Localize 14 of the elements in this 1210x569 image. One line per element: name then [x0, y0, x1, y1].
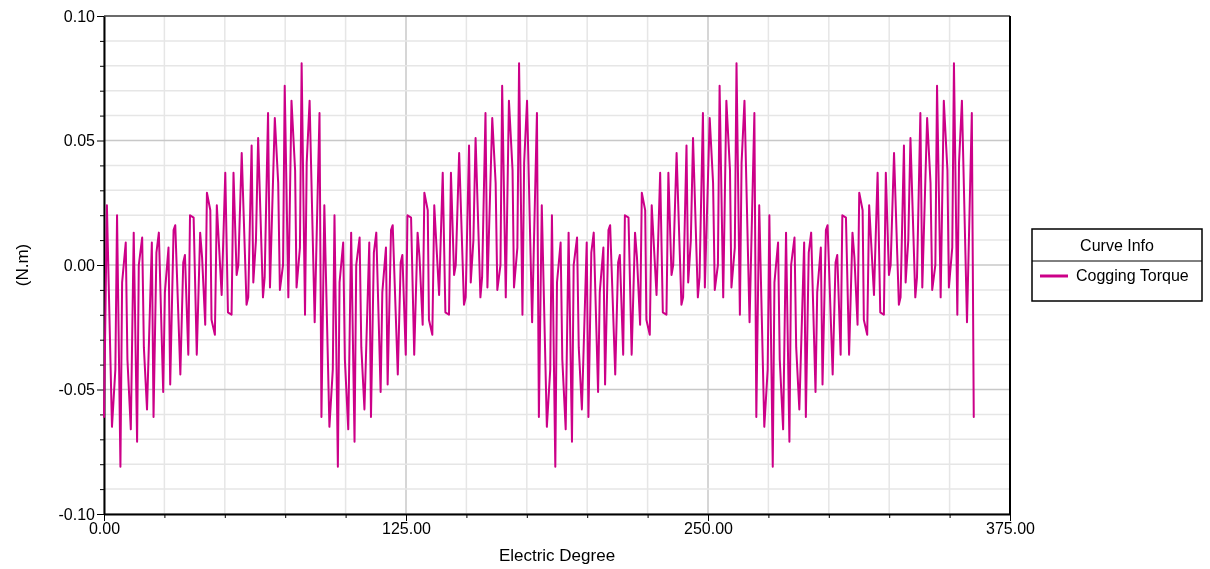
- x-tick-label: 250.00: [684, 520, 734, 538]
- y-tick-label: 0.10: [63, 7, 96, 25]
- y-tick-label: -0.05: [58, 381, 96, 399]
- y-tick-label: 0.00: [63, 256, 96, 274]
- legend-title: Curve Info: [1080, 237, 1155, 254]
- line-series: [103, 62, 975, 468]
- y-axis-title: (N.m): [13, 243, 32, 287]
- x-tick-label: 125.00: [382, 520, 432, 538]
- x-axis-title: Electric Degree: [498, 546, 616, 565]
- legend-label: Cogging Torque: [1076, 267, 1189, 284]
- y-tick-label: -0.10: [58, 505, 96, 523]
- y-tick-label: 0.05: [63, 132, 96, 150]
- x-tick-label: 0.00: [88, 520, 121, 538]
- x-tick-label: 375.00: [986, 520, 1036, 538]
